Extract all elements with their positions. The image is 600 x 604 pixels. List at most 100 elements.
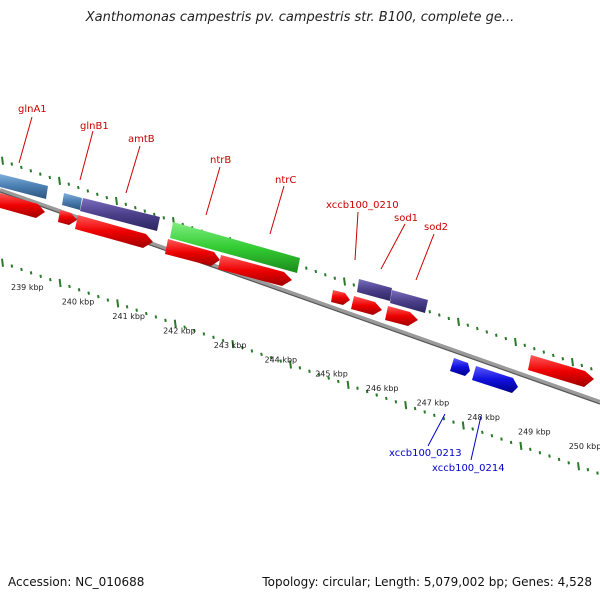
scale-minor-tick — [202, 332, 206, 336]
scale-label: 249 kbp — [518, 428, 551, 437]
gene-xccb100_0213[interactable] — [450, 358, 470, 376]
scale-major-tick — [577, 462, 580, 471]
gene-label-sod2[interactable]: sod2 — [424, 222, 448, 233]
gene-sod1[interactable] — [390, 290, 428, 313]
scale-labels: 239 kbp 240 kbp 241 kbp 242 kbp 243 kbp 244 k… — [11, 283, 600, 451]
scale-minor-tick — [308, 369, 311, 373]
gene-red-6[interactable] — [331, 290, 350, 305]
gene-red-3[interactable] — [75, 215, 153, 248]
gene-glnB1[interactable] — [62, 193, 82, 210]
forward-minor-tick — [580, 363, 584, 368]
scale-minor-tick — [442, 417, 446, 421]
forward-major-tick — [343, 277, 346, 286]
forward-minor-tick — [29, 169, 33, 173]
scale-minor-tick — [413, 406, 417, 411]
forward-major-tick — [457, 317, 460, 326]
scale-minor-tick — [356, 386, 359, 390]
scale-minor-tick — [529, 447, 532, 451]
gene-label-glnA1[interactable]: glnA1 — [18, 104, 47, 115]
gene-label-glnB1[interactable]: glnB1 — [80, 121, 109, 132]
scale-label: 247 kbp — [417, 399, 450, 408]
gene-label-amtB-group: amtB — [125, 134, 155, 194]
scale-minor-tick — [385, 396, 388, 401]
scale-minor-tick — [279, 359, 282, 363]
forward-minor-tick — [305, 266, 308, 270]
gene-label-sod1[interactable]: sod1 — [394, 213, 418, 224]
gene-red-9[interactable] — [528, 355, 594, 387]
forward-minor-tick — [67, 182, 71, 186]
forward-major-tick — [115, 196, 118, 206]
scale-minor-tick — [433, 413, 436, 418]
scale-label: 248 kbp — [467, 413, 500, 422]
forward-minor-tick — [324, 273, 327, 277]
gene-xccb100_0214[interactable] — [472, 366, 518, 393]
scale-minor-tick — [394, 400, 398, 404]
scale-major-tick — [1, 258, 4, 267]
forward-minor-tick — [523, 343, 527, 348]
forward-minor-tick — [438, 313, 441, 317]
scale-minor-tick — [250, 349, 254, 353]
forward-minor-tick — [590, 367, 593, 371]
scale-minor-tick — [490, 434, 494, 438]
scale-minor-tick — [154, 315, 158, 319]
scale-label: 245 kbp — [315, 370, 348, 379]
scale-major-tick — [519, 441, 523, 450]
forward-major-tick — [58, 176, 61, 185]
gene-label-xccb100_0213-group: xccb100_0213 — [389, 413, 462, 459]
scale-minor-tick — [557, 457, 561, 462]
gene-xccb100_0210[interactable] — [357, 279, 392, 301]
gene-red-2[interactable] — [58, 210, 77, 225]
scale-minor-tick — [538, 450, 542, 455]
scale-label: 246 kbp — [366, 384, 399, 393]
forward-minor-tick — [105, 195, 109, 200]
scale-minor-tick — [145, 311, 148, 316]
scale-minor-tick — [548, 454, 551, 458]
scale-minor-tick — [567, 461, 570, 465]
gene-label-xccb100_0210-group: xccb100_0210 — [326, 200, 399, 261]
gene-label-ntrB[interactable]: ntrB — [210, 155, 231, 166]
forward-minor-tick — [495, 333, 498, 337]
scale-label: 243 kbp — [214, 341, 247, 350]
gene-label-xccb100_0214[interactable]: xccb100_0214 — [432, 463, 505, 474]
forward-minor-tick — [39, 172, 42, 176]
forward-minor-tick — [552, 353, 555, 358]
scale-label: 244 kbp — [265, 355, 298, 364]
gene-amtB[interactable] — [80, 198, 160, 231]
forward-minor-tick — [162, 216, 166, 220]
scale-minor-tick — [77, 288, 81, 292]
gene-label-sod2-group: sod2 — [415, 222, 448, 281]
gene-label-glnB1-group: glnB1 — [79, 121, 109, 181]
scale-minor-tick — [471, 427, 474, 431]
forward-minor-tick — [476, 326, 479, 331]
gene-ntrC[interactable] — [170, 222, 300, 273]
accession-text: Accession: NC_010688 — [8, 575, 145, 589]
gene-label-ntrC[interactable]: ntrC — [275, 175, 296, 186]
forward-minor-tick — [466, 323, 470, 327]
gene-red-8[interactable] — [385, 306, 418, 326]
gene-glnA1[interactable] — [0, 174, 48, 199]
forward-major-tick — [1, 156, 4, 165]
scale-minor-tick — [68, 284, 71, 289]
forward-minor-tick — [504, 336, 508, 341]
gene-label-xccb100_0210[interactable]: xccb100_0210 — [326, 200, 399, 211]
forward-minor-tick — [20, 165, 23, 170]
gene-label-amtB[interactable]: amtB — [128, 134, 155, 145]
forward-minor-tick — [143, 209, 147, 213]
forward-minor-tick — [48, 175, 52, 180]
scale-minor-tick — [49, 277, 52, 282]
gene-features-below — [450, 358, 518, 393]
gene-red-5[interactable] — [218, 255, 292, 286]
scale-minor-tick — [481, 430, 484, 435]
gene-red-7[interactable] — [351, 296, 382, 315]
gene-red-1[interactable] — [0, 193, 45, 218]
scale-major-tick — [289, 360, 292, 369]
gene-label-sod1-group: sod1 — [380, 213, 418, 270]
scale-minor-tick — [260, 352, 263, 356]
gene-ntrB[interactable] — [165, 239, 220, 266]
gene-label-xccb100_0213[interactable]: xccb100_0213 — [389, 448, 462, 459]
scale-minor-tick — [135, 308, 138, 312]
gene-label-ntrC-group: ntrC — [269, 175, 296, 235]
scale-minor-tick — [269, 355, 273, 360]
